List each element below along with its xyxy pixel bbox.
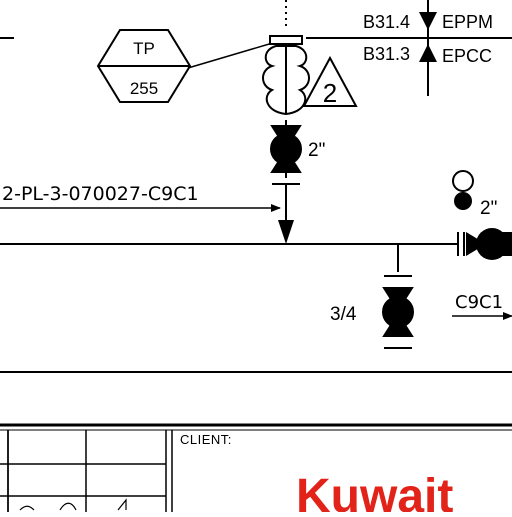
right-small-valve-icon	[454, 192, 472, 210]
revision-mark-text: 2	[323, 78, 337, 108]
flow-arrow-icon	[278, 220, 294, 244]
spec-break-symbol	[419, 12, 437, 62]
pipe-line-number: 2-PL-3-070027-C9C1	[2, 183, 199, 205]
title-block	[0, 423, 512, 512]
tag-leader-line	[187, 41, 277, 69]
valve-size-main-text: 2"	[308, 140, 325, 161]
tag-top-text: TP	[133, 39, 155, 58]
code-bottom-text: B31.3	[363, 44, 410, 64]
client-label: CLIENT:	[180, 432, 232, 447]
spec-bottom-text: EPCC	[442, 46, 492, 66]
tag-bottom-text: 255	[130, 79, 158, 98]
instrument-tag-hexagon: TP 255	[96, 29, 192, 103]
right-check-valve-icon	[466, 228, 512, 260]
valve-size-right-text: 2"	[480, 198, 497, 219]
right-instrument-bubble-icon	[452, 170, 474, 192]
revision-triangle-icon: 2	[302, 55, 358, 108]
spec-label-right: C9C1	[455, 292, 503, 313]
flow-element-icon	[262, 35, 310, 116]
drain-valve-icon	[382, 287, 414, 337]
gate-valve-icon	[270, 125, 302, 173]
valve-size-small-text: 3/4	[330, 304, 357, 325]
client-logo-text: Kuwait	[296, 470, 453, 512]
code-top-text: B31.4	[363, 12, 410, 32]
spec-top-text: EPPM	[442, 12, 493, 32]
